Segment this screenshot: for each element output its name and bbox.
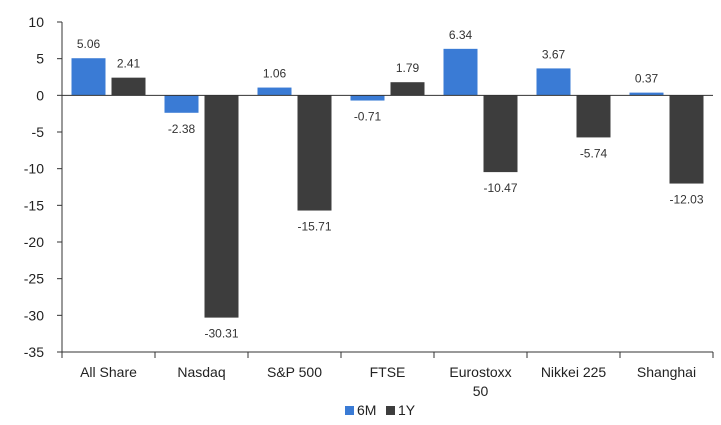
y-tick-label: 0 (36, 87, 44, 103)
category-label-line: 50 (473, 383, 489, 399)
y-tick-label: 10 (28, 14, 44, 30)
y-axis: 10 5 0 -5 -10 -15 -20 -25 -30 -35 (24, 14, 63, 360)
category-label-line: All Share (80, 364, 137, 380)
bar-1y-0 (111, 77, 146, 96)
y-tick-label: -30 (24, 307, 44, 323)
data-labels: 5.06 -2.38 1.06 -0.71 6.34 3.67 0.37 2.41 -30.31… (77, 28, 704, 341)
bar-1y-3 (390, 82, 425, 96)
legend-swatch-6m (345, 406, 354, 415)
data-label-6m-0: 5.06 (77, 37, 101, 51)
data-label-1y-0: 2.41 (117, 57, 141, 71)
bar-6m-1 (164, 95, 199, 113)
data-label-6m-1: -2.38 (168, 122, 196, 136)
legend-label-6m: 6M (357, 402, 376, 418)
data-label-6m-5: 3.67 (542, 47, 566, 61)
data-label-1y-2: -15.71 (297, 220, 331, 234)
bar-1y-5 (576, 95, 611, 138)
category-label: FTSE (370, 364, 406, 380)
legend-label-1y: 1Y (398, 402, 416, 418)
category-labels: All Share Nasdaq S&P 500 FTSE Eurostoxx 50 Nik… (61, 351, 714, 399)
data-label-6m-6: 0.37 (635, 72, 659, 86)
bar-6m-6 (629, 92, 664, 96)
category-label: All Share (80, 364, 137, 380)
bar-6m-3 (350, 95, 385, 101)
data-label-6m-2: 1.06 (263, 67, 287, 81)
data-label-1y-5: -5.74 (580, 146, 608, 160)
category-label: Eurostoxx 50 (449, 364, 511, 399)
bars (71, 48, 704, 318)
data-label-6m-3: -0.71 (354, 110, 382, 124)
data-label-1y-6: -12.03 (669, 193, 703, 207)
y-tick-label: -20 (24, 234, 44, 250)
y-tick-label: 5 (36, 51, 44, 67)
data-label-6m-4: 6.34 (449, 28, 473, 42)
y-tick-label: -5 (32, 124, 45, 140)
category-label: S&P 500 (267, 364, 322, 380)
bar-6m-2 (257, 87, 292, 96)
category-label-line: FTSE (370, 364, 406, 380)
category-label: Nasdaq (177, 364, 225, 380)
category-label-line: S&P 500 (267, 364, 322, 380)
data-label-1y-3: 1.79 (396, 61, 420, 75)
category-label-line: Eurostoxx (449, 364, 511, 380)
category-label: Shanghai (637, 364, 696, 380)
category-label: Nikkei 225 (541, 364, 607, 380)
y-tick-label: -25 (24, 271, 44, 287)
bar-6m-0 (71, 58, 106, 96)
category-label-line: Nasdaq (177, 364, 225, 380)
bar-1y-2 (297, 95, 332, 211)
y-tick-label: -15 (24, 197, 44, 213)
category-label-line: Nikkei 225 (541, 364, 607, 380)
data-label-1y-4: -10.47 (483, 181, 517, 195)
y-tick-label: -35 (24, 344, 44, 360)
legend-swatch-1y (386, 406, 395, 415)
data-label-1y-1: -30.31 (204, 327, 238, 341)
legend: 6M 1Y (345, 402, 416, 418)
bar-6m-4 (443, 48, 478, 96)
bar-1y-1 (204, 95, 239, 318)
bar-1y-6 (669, 95, 704, 184)
bar-6m-5 (536, 68, 571, 96)
bar-1y-4 (483, 95, 518, 173)
category-label-line: Shanghai (637, 364, 696, 380)
y-tick-label: -10 (24, 161, 44, 177)
